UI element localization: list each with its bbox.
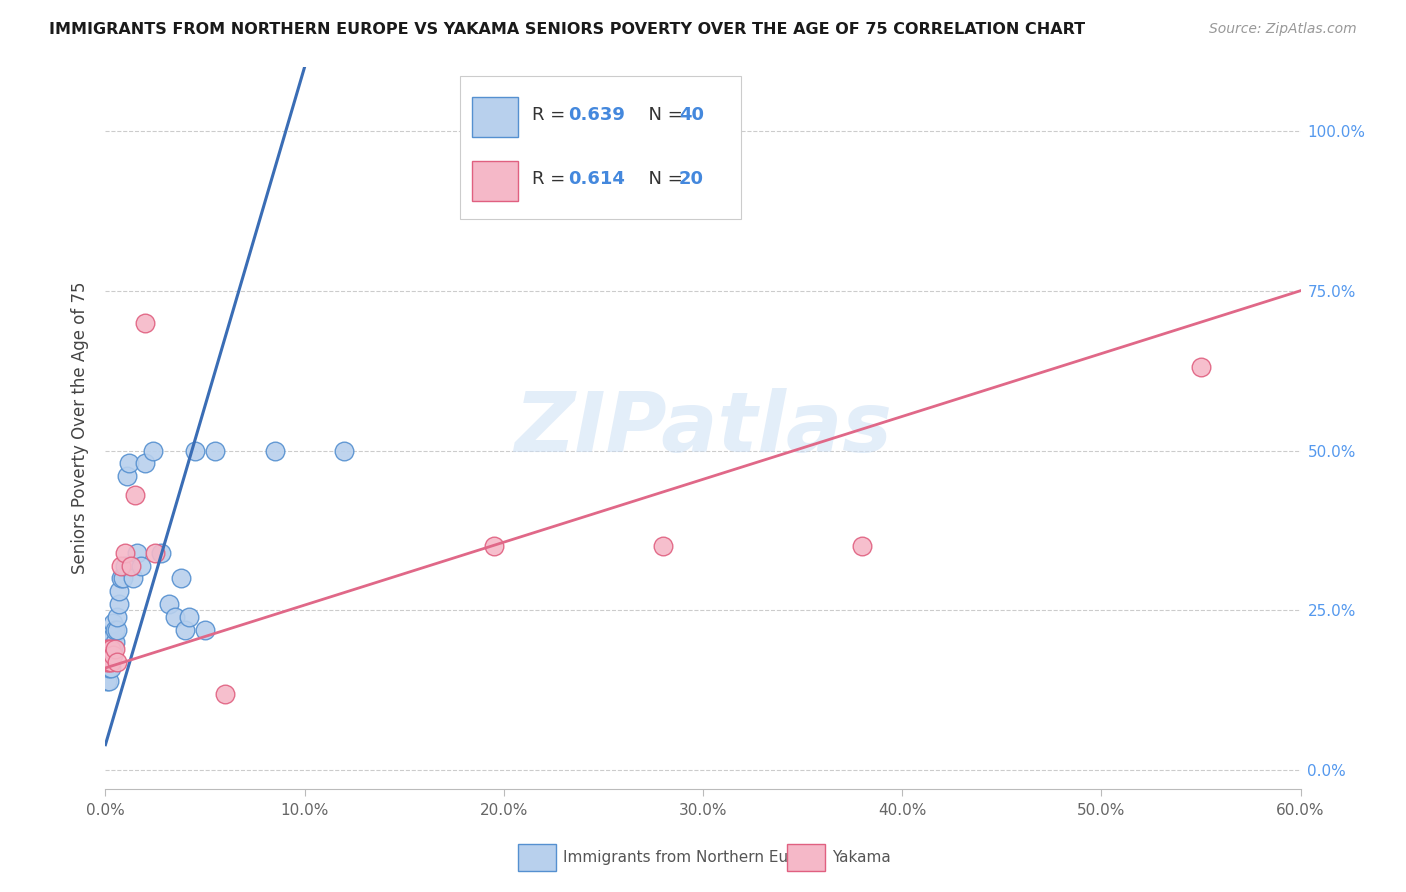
Point (104, 635, 127, 649)
Point (165, 609, 187, 624)
Text: N =: N = (637, 106, 689, 124)
Point (96, 648, 118, 662)
Text: R =: R = (531, 169, 571, 188)
Point (1189, 360, 1212, 375)
Point (114, 558, 136, 573)
Point (117, 469, 139, 483)
Point (96, 655, 118, 669)
Point (118, 456, 141, 470)
Point (107, 655, 129, 669)
Point (142, 443, 165, 458)
Point (129, 558, 153, 573)
Point (107, 609, 129, 624)
Point (482, 540, 505, 554)
Point (103, 629, 125, 643)
Y-axis label: Seniors Poverty Over the Age of 75: Seniors Poverty Over the Age of 75 (72, 282, 90, 574)
Point (100, 661, 122, 675)
Text: R =: R = (531, 106, 571, 124)
Point (103, 641, 125, 656)
Point (100, 648, 122, 662)
Point (143, 546, 166, 560)
Point (104, 623, 127, 637)
Point (96, 673, 118, 688)
Point (127, 546, 149, 560)
Point (134, 456, 156, 470)
Point (122, 571, 145, 585)
Text: N =: N = (637, 169, 689, 188)
Text: Immigrants from Northern Europe: Immigrants from Northern Europe (564, 850, 823, 865)
FancyBboxPatch shape (517, 844, 555, 871)
Point (112, 571, 135, 585)
Point (851, 540, 873, 554)
Point (170, 571, 193, 585)
Point (96, 661, 118, 675)
Text: 0.639: 0.639 (568, 106, 624, 124)
Point (103, 616, 125, 631)
Point (214, 686, 236, 700)
Point (150, 546, 173, 560)
FancyBboxPatch shape (460, 76, 741, 219)
Point (204, 443, 226, 458)
Point (110, 558, 132, 573)
Point (652, 540, 675, 554)
Point (263, 443, 285, 458)
Text: Source: ZipAtlas.com: Source: ZipAtlas.com (1209, 22, 1357, 37)
Point (120, 558, 142, 573)
Point (98, 673, 121, 688)
Point (98, 648, 121, 662)
Point (98, 635, 121, 649)
Point (108, 584, 131, 599)
Point (100, 641, 122, 656)
Point (104, 641, 127, 656)
Point (157, 597, 180, 611)
Text: Yakama: Yakama (832, 850, 891, 865)
FancyBboxPatch shape (472, 97, 517, 137)
Point (177, 609, 201, 624)
Text: 20: 20 (679, 169, 704, 188)
Point (98, 641, 121, 656)
Point (103, 648, 125, 662)
FancyBboxPatch shape (472, 161, 517, 201)
Point (333, 443, 356, 458)
Point (184, 443, 207, 458)
Point (100, 635, 122, 649)
Point (194, 623, 217, 637)
Point (124, 488, 146, 502)
Text: IMMIGRANTS FROM NORTHERN EUROPE VS YAKAMA SENIORS POVERTY OVER THE AGE OF 75 COR: IMMIGRANTS FROM NORTHERN EUROPE VS YAKAM… (49, 22, 1085, 37)
Point (100, 655, 122, 669)
Point (96, 641, 118, 656)
Point (98, 661, 121, 675)
Point (134, 316, 156, 330)
Point (108, 597, 131, 611)
Point (107, 623, 129, 637)
Text: 0.614: 0.614 (568, 169, 624, 188)
Point (174, 623, 197, 637)
Text: 40: 40 (679, 106, 704, 124)
Point (110, 571, 132, 585)
Point (98, 655, 121, 669)
Point (114, 546, 136, 560)
Text: ZIPatlas: ZIPatlas (515, 388, 891, 468)
FancyBboxPatch shape (787, 844, 825, 871)
